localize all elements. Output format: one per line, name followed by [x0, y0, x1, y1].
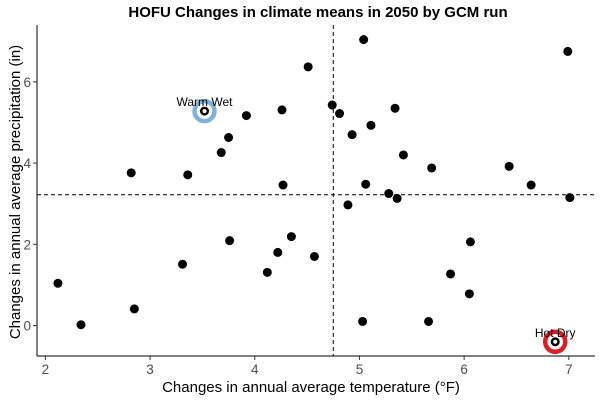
data-point	[384, 189, 394, 199]
data-point	[129, 304, 139, 314]
x-tick-label: 7	[565, 362, 573, 377]
data-point	[273, 247, 283, 257]
data-point	[424, 316, 434, 326]
y-tick-label: 2	[23, 237, 31, 252]
data-point	[565, 193, 575, 203]
data-point	[361, 179, 371, 189]
x-tick-label: 2	[42, 362, 50, 377]
highlight-label: Warm Wet	[177, 95, 234, 109]
data-point	[343, 200, 353, 210]
y-tick-label: 0	[23, 319, 31, 334]
data-point	[563, 46, 573, 56]
highlight-ring	[542, 329, 568, 355]
x-tick-label: 4	[251, 362, 259, 377]
y-tick-label: 4	[23, 156, 31, 171]
x-axis-title: Changes in annual average temperature (°…	[162, 379, 460, 396]
data-point	[327, 100, 337, 110]
data-point	[303, 62, 313, 72]
data-point	[183, 170, 193, 180]
y-axis-title: Changes in annual average precipitation …	[7, 45, 24, 339]
data-point	[278, 180, 288, 190]
data-point	[286, 232, 296, 242]
highlight-center	[553, 339, 558, 344]
data-point	[53, 278, 63, 288]
data-point	[347, 130, 357, 140]
data-point	[277, 105, 287, 115]
data-point	[398, 150, 408, 160]
data-point	[309, 251, 319, 261]
data-point	[241, 111, 251, 121]
data-point	[262, 267, 272, 277]
x-tick-label: 6	[460, 362, 468, 377]
data-point	[464, 289, 474, 299]
data-point	[335, 109, 345, 119]
highlight-center	[202, 109, 207, 114]
plot-area: 2 3 4 5 6 7 0 2 4 6 Warm Wet Hot Dry	[23, 25, 595, 377]
x-tick-label: 5	[356, 362, 364, 377]
data-point	[446, 269, 456, 279]
data-point	[504, 161, 514, 171]
data-point	[427, 163, 437, 173]
data-point	[390, 103, 400, 113]
data-point	[225, 236, 235, 246]
data-point	[366, 120, 376, 130]
highlight-ring	[192, 98, 217, 124]
chart-title: HOFU Changes in climate means in 2050 by…	[128, 4, 507, 21]
data-point	[392, 193, 402, 203]
y-tick-label: 6	[23, 75, 31, 90]
data-point	[358, 316, 368, 326]
data-point	[359, 35, 369, 45]
data-point	[216, 148, 226, 158]
data-point	[465, 237, 475, 247]
highlight-label: Hot Dry	[535, 326, 576, 340]
data-point	[224, 132, 234, 142]
data-point	[178, 259, 188, 269]
data-point	[526, 180, 536, 190]
x-tick-label: 3	[146, 362, 154, 377]
data-point	[76, 320, 86, 330]
data-point	[126, 168, 136, 178]
